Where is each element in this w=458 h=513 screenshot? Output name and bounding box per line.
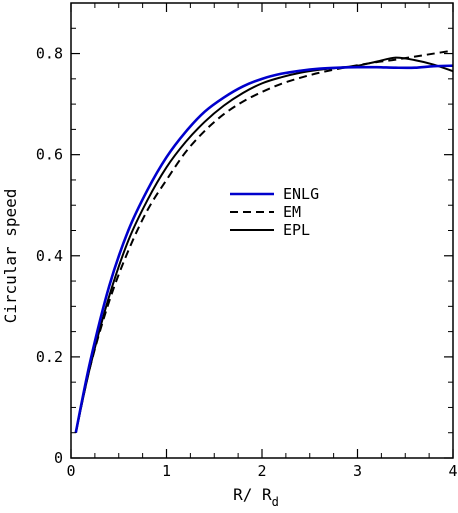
x-axis-title-main: R/ R bbox=[233, 485, 272, 504]
series-line-epl bbox=[74, 56, 454, 433]
x-tick-label: 1 bbox=[162, 462, 171, 480]
legend-label-em: EM bbox=[283, 203, 301, 221]
x-axis-title-subscript: d bbox=[272, 495, 279, 509]
series-line-em bbox=[74, 49, 454, 433]
series-line-enlg bbox=[74, 64, 454, 433]
y-tick-label: 0 bbox=[54, 449, 63, 467]
x-tick-label: 0 bbox=[66, 462, 75, 480]
ticks-layer: 0 1 2 3 4 0 0.2 0.4 0.6 0.8 bbox=[36, 2, 458, 480]
legend-label-enlg: ENLG bbox=[283, 185, 319, 203]
y-axis-title: Circular speed bbox=[1, 189, 20, 324]
x-axis-title: R/ Rd bbox=[233, 485, 279, 509]
y-tick-label: 0.8 bbox=[36, 45, 63, 63]
x-tick-label: 2 bbox=[257, 462, 266, 480]
legend-label-epl: EPL bbox=[283, 221, 310, 239]
y-tick-label: 0.6 bbox=[36, 146, 63, 164]
y-tick-label: 0.2 bbox=[36, 348, 63, 366]
series-layer bbox=[74, 49, 454, 433]
y-tick-label: 0.4 bbox=[36, 247, 63, 265]
x-tick-label: 4 bbox=[448, 462, 457, 480]
x-tick-label: 3 bbox=[353, 462, 362, 480]
